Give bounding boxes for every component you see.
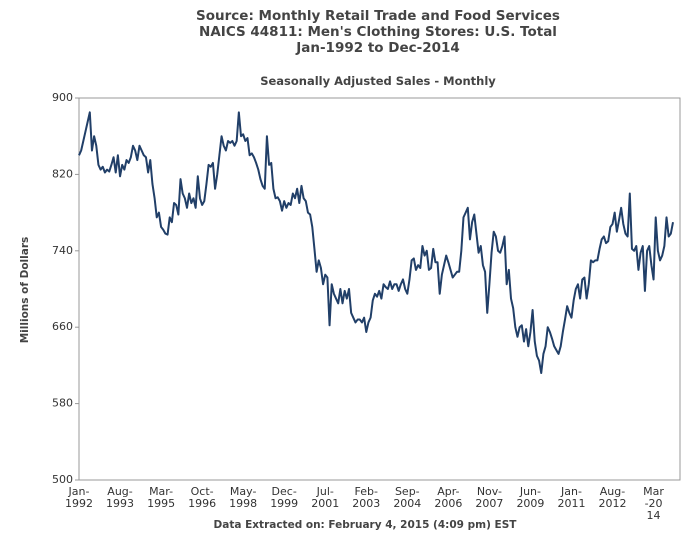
y-tick-label: 900	[52, 91, 73, 104]
x-tick-label: May-1998	[229, 485, 258, 510]
x-tick-label: Jan-2011	[557, 485, 586, 510]
chart-subtitle: Seasonally Adjusted Sales - Monthly	[260, 74, 496, 88]
y-axis-label: Millions of Dollars	[19, 237, 31, 344]
x-tick-label: Jun-2009	[516, 485, 545, 510]
x-tick-label: Mar-2014	[643, 485, 664, 522]
x-tick-label: Aug-2012	[598, 485, 627, 510]
footer: Data Extracted on: February 4, 2015 (4:0…	[214, 519, 518, 531]
chart-title: Jan-1992 to Dec-2014	[295, 40, 460, 56]
y-tick-label: 500	[52, 473, 73, 486]
y-tick-label: 580	[52, 397, 73, 410]
x-tick-label: Jul-2001	[311, 485, 340, 510]
data-line	[78, 111, 674, 375]
x-tick-label: Oct-1996	[188, 485, 217, 510]
y-tick-label: 740	[52, 244, 73, 257]
y-tick-label: 660	[52, 320, 73, 333]
plot-frame	[78, 97, 681, 481]
chart-title: NAICS 44811: Men's Clothing Stores: U.S.…	[199, 24, 557, 40]
x-tick-label: Feb-2003	[352, 485, 381, 510]
x-tick-label: Jan-1992	[65, 485, 93, 510]
x-tick-label: Apr-2006	[434, 485, 463, 510]
x-tick-label: Mar-1995	[147, 485, 176, 510]
x-tick-label: Sep-2004	[393, 485, 422, 510]
chart-title: Source: Monthly Retail Trade and Food Se…	[196, 8, 560, 24]
x-tick-label: Nov-2007	[475, 485, 504, 510]
x-tick-label: Aug-1993	[106, 485, 135, 510]
y-tick-label: 820	[52, 167, 73, 180]
x-tick-label: Dec-1999	[270, 485, 299, 510]
